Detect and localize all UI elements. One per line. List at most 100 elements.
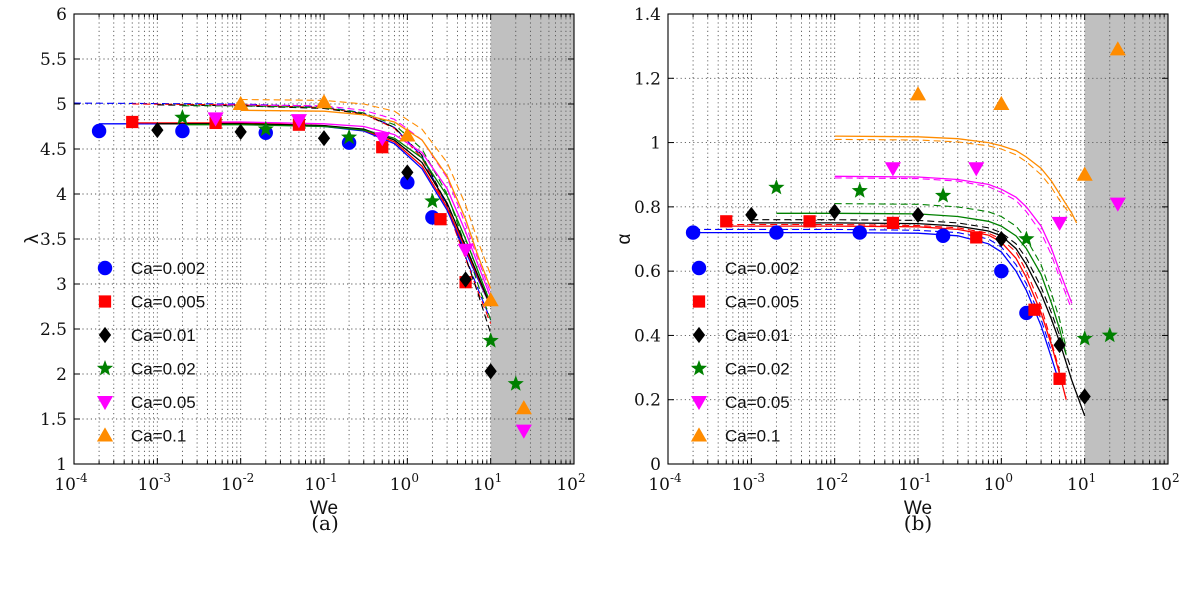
data-point bbox=[1076, 166, 1093, 181]
data-point bbox=[376, 141, 389, 154]
legend: Ca=0.002 Ca=0.005 Ca=0.01 Ca=0.02 Ca=0.05 Ca=… bbox=[690, 259, 799, 446]
data-point bbox=[1109, 197, 1126, 212]
y-tick-label: 5 bbox=[56, 95, 67, 115]
legend-label: Ca=0.02 bbox=[725, 360, 790, 379]
legend-marker bbox=[692, 295, 706, 308]
dashed-fit-line-6 bbox=[240, 98, 492, 276]
series-ca-0-1 bbox=[909, 41, 1126, 181]
y-tick-label: 5.5 bbox=[40, 50, 67, 70]
data-point bbox=[886, 216, 900, 230]
fit-line-4 bbox=[776, 212, 1067, 355]
data-point bbox=[685, 225, 701, 240]
y-tick-label: 0.6 bbox=[634, 262, 661, 282]
y-tick-label: 0.8 bbox=[634, 198, 661, 218]
legend-marker bbox=[98, 326, 112, 344]
y-tick-label: 2.5 bbox=[40, 320, 67, 340]
data-point bbox=[993, 95, 1010, 111]
data-point bbox=[911, 206, 925, 223]
data-point bbox=[257, 120, 274, 137]
y-tick-label: 6 bbox=[56, 5, 67, 25]
panel-a: 10-4 10-3 10-2 10-1 100 101 102 1 1.5 2 2.5 3 3.5 4 4.… bbox=[22, 5, 586, 519]
data-point bbox=[1051, 216, 1068, 232]
shaded-region bbox=[1084, 14, 1168, 464]
data-point bbox=[994, 263, 1009, 279]
legend-label: Ca=0.02 bbox=[131, 360, 196, 379]
y-tick-label: 2 bbox=[56, 365, 67, 385]
data-point bbox=[400, 175, 415, 190]
y-tick-label: 0 bbox=[650, 455, 661, 475]
x-tick-label: 102 bbox=[1150, 471, 1179, 495]
x-tick-label: 101 bbox=[473, 471, 502, 495]
data-point bbox=[457, 243, 474, 258]
data-point bbox=[909, 86, 927, 101]
data-point bbox=[1053, 336, 1066, 354]
data-point bbox=[401, 164, 414, 181]
dashed-fit-line-5 bbox=[215, 104, 492, 294]
data-point bbox=[174, 109, 191, 125]
x-tick-label: 10-1 bbox=[304, 471, 337, 495]
y-tick-label: 4 bbox=[56, 185, 67, 205]
data-point bbox=[484, 363, 497, 380]
data-point bbox=[1018, 230, 1035, 246]
x-tick-label: 10-4 bbox=[648, 471, 682, 495]
legend-marker bbox=[96, 427, 114, 442]
y-tick-label: 1 bbox=[56, 455, 67, 475]
legend-label: Ca=0.01 bbox=[725, 326, 790, 345]
data-point bbox=[290, 114, 307, 129]
y-axis-label: λ bbox=[22, 234, 43, 244]
dashed-fit-line-6 bbox=[834, 138, 1073, 217]
data-point bbox=[803, 215, 816, 228]
data-point bbox=[507, 375, 524, 391]
x-tick-label: 100 bbox=[984, 471, 1013, 495]
legend-label: Ca=0.05 bbox=[725, 393, 790, 412]
y-tick-label: 1.4 bbox=[634, 5, 661, 25]
dashed-fit-line-1 bbox=[693, 228, 1053, 352]
legend-label: Ca=0.1 bbox=[725, 427, 780, 446]
legend-label: Ca=0.01 bbox=[131, 326, 196, 345]
legend-marker bbox=[690, 360, 708, 376]
data-point bbox=[482, 292, 499, 307]
y-tick-label: 3 bbox=[56, 275, 67, 295]
data-point bbox=[769, 225, 784, 240]
legend-label: Ca=0.005 bbox=[131, 293, 205, 312]
y-tick-label: 1 bbox=[650, 134, 661, 154]
series-ca-0-05 bbox=[207, 112, 532, 439]
series-ca-0-02 bbox=[174, 109, 524, 391]
y-tick-label: 0.4 bbox=[634, 326, 661, 346]
fit-line-6 bbox=[240, 109, 492, 289]
data-point bbox=[91, 123, 107, 139]
x-tick-label: 10-2 bbox=[221, 471, 254, 495]
panel-b: 10-4 10-3 10-2 10-1 100 101 102 0 0.2 0.4 0.6 0.8 1 1… bbox=[614, 5, 1180, 519]
y-tick-label: 3.5 bbox=[40, 230, 67, 250]
data-point bbox=[341, 135, 357, 150]
data-point bbox=[995, 230, 1008, 248]
series-ca-0-1 bbox=[232, 94, 532, 415]
data-point bbox=[424, 192, 441, 209]
data-point bbox=[828, 203, 841, 220]
data-point bbox=[935, 187, 952, 203]
data-point bbox=[720, 215, 733, 228]
fit-line-4 bbox=[182, 124, 492, 305]
data-point bbox=[1053, 372, 1066, 385]
x-tick-label: 102 bbox=[556, 471, 585, 495]
legend-marker bbox=[97, 260, 113, 276]
data-point bbox=[175, 123, 190, 139]
data-point bbox=[884, 162, 901, 177]
data-point bbox=[482, 332, 499, 348]
data-point bbox=[851, 182, 868, 198]
legend-marker bbox=[691, 260, 707, 276]
fit-line-2 bbox=[726, 225, 1067, 400]
series-ca-0-002 bbox=[685, 225, 1034, 321]
data-point bbox=[232, 95, 249, 111]
data-point bbox=[341, 128, 358, 145]
data-point bbox=[1101, 326, 1118, 343]
fit-line-1 bbox=[693, 231, 1061, 384]
legend-label: Ca=0.1 bbox=[131, 427, 186, 446]
x-tick-label: 10-3 bbox=[732, 471, 765, 495]
y-tick-label: 0.2 bbox=[634, 391, 661, 411]
data-point bbox=[207, 112, 224, 127]
x-tick-label: 101 bbox=[1067, 471, 1096, 495]
caption-b: (b) bbox=[904, 511, 932, 535]
data-point bbox=[970, 231, 983, 244]
